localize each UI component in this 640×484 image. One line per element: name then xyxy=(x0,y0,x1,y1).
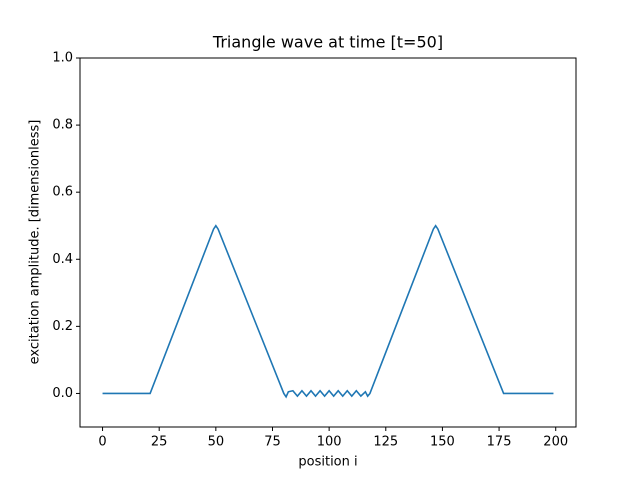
x-tick-label: 200 xyxy=(543,435,568,450)
chart-title: Triangle wave at time [t=50] xyxy=(212,33,443,52)
x-tick-label: 25 xyxy=(151,435,168,450)
x-tick-label: 150 xyxy=(430,435,455,450)
x-axis-label: position i xyxy=(298,455,357,470)
x-tick-label: 100 xyxy=(317,435,342,450)
line xyxy=(102,224,554,399)
y-tick-label: 0.0 xyxy=(52,386,73,401)
x-tick-label: 75 xyxy=(264,435,281,450)
y-tick-label: 0.8 xyxy=(52,118,73,133)
plot-frame xyxy=(79,57,577,428)
y-tick-label: 0.4 xyxy=(52,252,73,267)
y-tick-label: 0.6 xyxy=(52,185,73,200)
x-tick-label: 50 xyxy=(208,435,225,450)
x-tick-label: 175 xyxy=(487,435,512,450)
y-tick-label: 1.0 xyxy=(52,51,73,66)
x-tick-label: 125 xyxy=(373,435,398,450)
y-axis-label: excitation amplitude. [dimensionless] xyxy=(28,120,43,365)
y-tick-label: 0.2 xyxy=(52,319,73,334)
x-tick-label: 0 xyxy=(98,435,106,450)
